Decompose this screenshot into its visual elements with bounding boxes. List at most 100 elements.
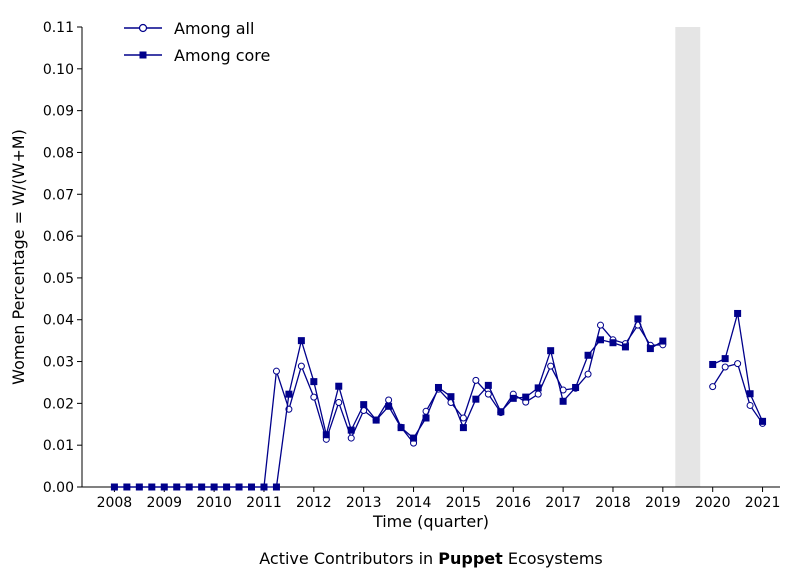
data-point-among-core <box>297 337 305 345</box>
data-point-among-core <box>135 483 143 491</box>
data-point-among-core <box>310 378 318 386</box>
series-among-all <box>110 321 767 491</box>
data-point-among-all <box>721 363 729 371</box>
legend-marker-among-core <box>139 51 147 59</box>
data-point-among-core <box>210 483 218 491</box>
data-point-among-all <box>484 390 492 398</box>
data-point-among-core <box>110 483 118 491</box>
data-point-among-core <box>547 347 555 355</box>
data-point-among-all <box>597 321 605 329</box>
x-tick-label: 2013 <box>346 495 382 511</box>
data-point-among-all <box>547 362 555 370</box>
data-point-among-core <box>572 383 580 391</box>
data-point-among-all <box>335 399 343 407</box>
series-line-among-core <box>712 312 764 422</box>
data-point-among-core <box>509 394 517 402</box>
x-tick-label: 2020 <box>695 495 731 511</box>
data-point-among-core <box>285 390 293 398</box>
data-point-among-core <box>609 339 617 347</box>
y-tick-label: 0.07 <box>43 187 74 203</box>
data-point-among-core <box>746 390 754 398</box>
data-point-among-all <box>709 383 717 391</box>
data-point-among-core <box>235 483 243 491</box>
caption: Active Contributors in Puppet Ecosystems <box>259 549 603 568</box>
x-tick-label: 2018 <box>595 495 631 511</box>
data-point-among-core <box>759 417 767 425</box>
y-tick-label: 0.03 <box>43 355 74 371</box>
shaded-region-layer <box>675 27 701 487</box>
data-point-among-core <box>709 360 717 368</box>
legend-label-among-all: Among all <box>174 19 254 38</box>
data-point-among-core <box>621 343 629 351</box>
x-tick-label: 2016 <box>495 495 531 511</box>
data-point-among-all <box>746 401 754 409</box>
data-point-among-all <box>734 360 742 368</box>
data-point-among-core <box>484 381 492 389</box>
series-line-among-all <box>712 362 764 424</box>
data-point-among-core <box>634 315 642 323</box>
caption-ecosystem: Puppet <box>438 549 503 568</box>
data-point-among-all <box>347 434 355 442</box>
data-point-among-core <box>497 408 505 416</box>
data-point-among-core <box>646 345 654 353</box>
y-tick-label: 0.00 <box>43 480 74 496</box>
y-tick-label: 0.05 <box>43 271 74 287</box>
ticks: 2008 2009 2010 2011 2012 2013 2014 2015 2016 2017… <box>43 20 781 511</box>
legend-label-among-core: Among core <box>174 46 270 65</box>
data-point-among-core <box>385 402 393 410</box>
data-point-among-core <box>472 395 480 403</box>
y-axis-title: Women Percentage = W/(W+M) <box>9 129 28 385</box>
y-tick-label: 0.11 <box>43 20 74 36</box>
data-point-among-core <box>597 336 605 344</box>
data-point-among-all <box>584 370 592 378</box>
data-point-among-core <box>272 483 280 491</box>
data-point-among-core <box>721 355 729 363</box>
data-point-among-core <box>347 426 355 434</box>
data-point-among-core <box>559 397 567 405</box>
data-point-among-core <box>534 384 542 392</box>
data-point-among-core <box>422 414 430 422</box>
x-tick-label: 2019 <box>645 495 681 511</box>
data-point-among-core <box>160 483 168 491</box>
x-tick-label: 2014 <box>396 495 432 511</box>
data-point-among-all <box>297 362 305 370</box>
data-point-among-core <box>372 416 380 424</box>
legend-item-among-core: Among core <box>124 46 270 65</box>
data-point-among-core <box>584 351 592 359</box>
y-tick-label: 0.10 <box>43 62 74 78</box>
data-point-among-core <box>397 424 405 432</box>
y-tick-label: 0.01 <box>43 438 74 454</box>
data-point-among-core <box>459 424 467 432</box>
x-tick-label: 2015 <box>446 495 482 511</box>
series-among-core <box>110 309 767 491</box>
x-tick-label: 2009 <box>146 495 182 511</box>
data-point-among-core <box>123 483 131 491</box>
data-point-among-core <box>522 393 530 401</box>
data-point-among-all <box>459 414 467 422</box>
y-tick-label: 0.09 <box>43 104 74 120</box>
data-point-among-all <box>385 396 393 404</box>
data-point-among-core <box>322 431 330 439</box>
data-point-among-core <box>434 383 442 391</box>
x-tick-label: 2021 <box>745 495 781 511</box>
data-point-among-all <box>310 393 318 401</box>
x-tick-label: 2012 <box>296 495 332 511</box>
x-tick-label: 2011 <box>246 495 282 511</box>
legend-item-among-all: Among all <box>124 19 254 38</box>
data-point-among-core <box>148 483 156 491</box>
shaded-region <box>675 27 701 487</box>
y-tick-label: 0.04 <box>43 313 74 329</box>
data-point-among-core <box>734 309 742 317</box>
y-tick-label: 0.06 <box>43 229 74 245</box>
x-tick-label: 2017 <box>545 495 581 511</box>
legend: Among all Among core <box>124 19 270 65</box>
data-point-among-core <box>185 483 193 491</box>
caption-suffix: Ecosystems <box>503 549 603 568</box>
data-point-among-core <box>198 483 206 491</box>
data-point-among-core <box>223 483 231 491</box>
data-point-among-core <box>260 483 268 491</box>
data-point-among-core <box>447 393 455 401</box>
series <box>110 309 767 491</box>
x-tick-label: 2008 <box>97 495 133 511</box>
data-point-among-core <box>173 483 181 491</box>
